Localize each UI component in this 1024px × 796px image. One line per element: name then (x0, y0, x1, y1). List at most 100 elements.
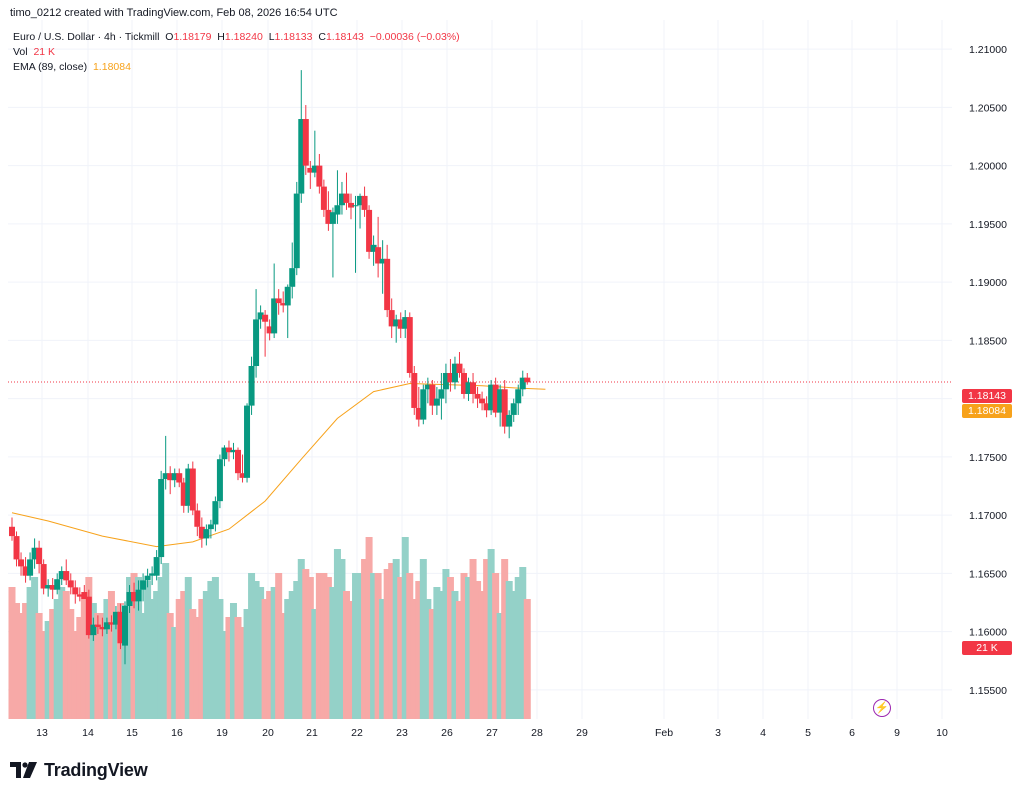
ema-line (11, 382, 546, 548)
volume-bar (49, 609, 57, 719)
symbol-legend[interactable]: Euro / U.S. Dollar · 4h · Tickmill O1.18… (13, 31, 460, 43)
y-tick-label: 1.21000 (969, 44, 1007, 56)
volume-bar (266, 591, 274, 719)
x-tick-label: 15 (126, 727, 138, 739)
volume-bar (17, 613, 25, 719)
volume-bar (419, 559, 427, 719)
volume-bars (8, 537, 531, 719)
open-label: O (165, 31, 174, 43)
volume-bar (80, 595, 88, 719)
volume-bar (324, 577, 332, 719)
volume-bar (302, 569, 310, 719)
volume-bar (496, 613, 504, 719)
volume-bar (162, 563, 170, 719)
volume-bar (252, 581, 260, 719)
candle-body (203, 529, 210, 539)
volume-bar (275, 573, 283, 719)
volume-bar (261, 599, 269, 719)
candle-body (375, 247, 382, 264)
candle-body (348, 202, 354, 208)
volume-bar (410, 599, 418, 719)
x-tick-label: 13 (36, 727, 48, 739)
volume-bar (311, 609, 319, 719)
volume-bar (320, 573, 328, 719)
candle-body (144, 575, 151, 581)
volume-badge: 21 K (962, 641, 1012, 655)
candle-body (271, 298, 278, 334)
low-label: L (268, 31, 275, 43)
candle-body (492, 384, 499, 413)
ema-legend[interactable]: EMA (89, close) 1.18084 (13, 61, 131, 73)
volume-bar (130, 573, 138, 719)
candle-body (316, 165, 323, 187)
x-tick-label: 29 (576, 727, 588, 739)
tradingview-logo[interactable]: TradingView (10, 759, 148, 781)
volume-bar (455, 601, 463, 719)
candle-body (67, 580, 74, 588)
candle-body (384, 258, 391, 311)
volume-bar (342, 591, 350, 719)
candle-body (334, 205, 341, 215)
volume-legend[interactable]: Vol 21 K (13, 46, 55, 58)
volume-bar (89, 603, 97, 719)
close-value: 1.18143 (325, 31, 364, 43)
candle-body (379, 258, 386, 264)
volume-bar (370, 573, 378, 719)
time-axis[interactable]: 13 14 15 16 19 20 21 22 23 26 27 28 29 Feb 3 4 5 6 9 10 (36, 727, 948, 739)
price-axis[interactable]: 1.155001.160001.165001.170001.175001.180… (969, 44, 1007, 697)
candle-body (411, 372, 418, 408)
candle-body (81, 592, 88, 600)
open-value: 1.18179 (173, 31, 212, 43)
candle-body (216, 459, 223, 502)
volume-bar (523, 599, 531, 719)
x-tick-label: 22 (351, 727, 363, 739)
candle-body (212, 501, 219, 525)
candle-body (122, 605, 128, 646)
candle-body (397, 319, 404, 329)
volume-bar (284, 599, 292, 719)
candle-body (470, 382, 477, 394)
volume-value: 21 K (33, 46, 56, 58)
volume-label: Vol (13, 46, 28, 58)
x-tick-label: 27 (486, 727, 498, 739)
candle-body (402, 317, 409, 329)
volume-bar (356, 573, 364, 719)
chart-credit: timo_0212 created with TradingView.com, … (10, 7, 338, 19)
candle-body (76, 594, 83, 597)
candle-body (131, 592, 138, 602)
y-tick-label: 1.16500 (969, 568, 1007, 580)
volume-bar (189, 609, 197, 719)
volume-bar (13, 603, 21, 719)
candle-body (325, 209, 332, 224)
candle-body (135, 589, 142, 602)
candle-body (415, 407, 422, 420)
candle-body (94, 624, 101, 627)
volume-bar (216, 599, 224, 719)
x-tick-label: 9 (894, 727, 900, 739)
lightning-icon[interactable]: ⚡ (873, 699, 891, 717)
candle-body (112, 611, 119, 625)
candle-body (284, 286, 291, 306)
x-tick-label: 10 (936, 727, 948, 739)
volume-bar (519, 567, 527, 719)
volume-bar (365, 537, 373, 719)
candle-body (442, 372, 449, 390)
x-tick-label: Feb (655, 727, 673, 739)
ema-label: EMA (89, close) (13, 61, 88, 73)
candle-body (280, 303, 287, 306)
volume-bar (446, 577, 454, 719)
y-tick-label: 1.20500 (969, 102, 1007, 114)
x-tick-label: 5 (805, 727, 811, 739)
candle-body (370, 244, 377, 252)
candle-body (90, 624, 97, 636)
candle-body (456, 363, 463, 373)
volume-bar (139, 613, 147, 719)
candle-body (506, 414, 513, 427)
candle-body (343, 193, 350, 203)
candle-body (429, 384, 436, 406)
candle-body (45, 585, 52, 589)
volume-bar (53, 599, 61, 719)
volume-bar (333, 549, 341, 719)
candle-body (158, 479, 165, 558)
